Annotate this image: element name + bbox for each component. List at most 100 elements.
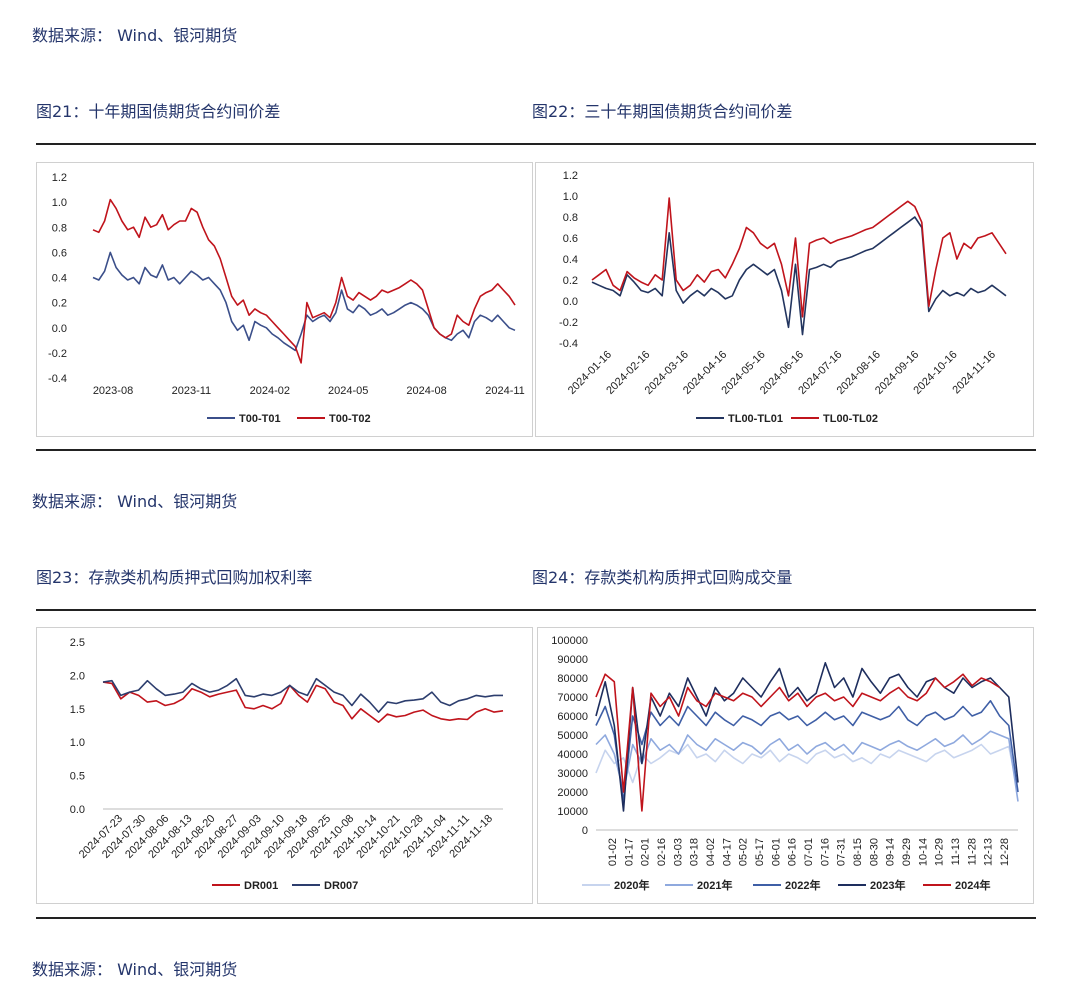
y-tick-label: 2.0 <box>70 670 85 682</box>
x-tick-label: 2024-08 <box>406 385 446 397</box>
y-tick-label: 0.0 <box>52 323 67 335</box>
series-line-2022年 <box>595 700 1019 803</box>
bottom-rule-1 <box>36 449 1036 451</box>
chart-24-svg: 1000009000080000700006000050000400003000… <box>551 635 1019 892</box>
legend-label: 2024年 <box>955 878 990 892</box>
figure-21-title: 图21：十年期国债期货合约间价差 <box>36 102 281 121</box>
y-tick-label: 0.2 <box>563 275 578 287</box>
x-tick-label: 2024-05 <box>328 385 368 397</box>
chart-panel-21: 1.2 1.0 0.8 0.6 0.4 0.2 0.0 -0.2 -0.4 2023-08 2023… <box>36 162 533 437</box>
x-tick-label: 11-13 <box>950 838 962 865</box>
y-tick-label: 1.2 <box>563 170 578 182</box>
x-tick-label: 02-16 <box>656 838 668 866</box>
legend-label: T00-T02 <box>329 413 371 425</box>
figure-23-title: 图23：存款类机构质押式回购加权利率 <box>36 568 313 587</box>
y-tick-label: 30000 <box>557 768 588 780</box>
x-tick-label: 01-17 <box>623 838 635 866</box>
legend-label: 2021年 <box>697 878 732 892</box>
x-tick-label: 06-16 <box>787 838 799 866</box>
y-tick-label: 0.6 <box>52 247 67 259</box>
legend-label: DR007 <box>324 880 358 892</box>
x-tick-label: 11-28 <box>966 838 978 865</box>
legend-label: 2023年 <box>870 878 905 892</box>
series-line-2021年 <box>595 730 1019 802</box>
y-tick-label: 1.2 <box>52 172 67 184</box>
series-line-TL00-TL01 <box>591 216 1007 336</box>
x-tick-label: 03-03 <box>672 838 684 866</box>
x-tick-label: 04-02 <box>705 838 717 866</box>
y-tick-label: 0.5 <box>70 771 85 783</box>
x-tick-label: 08-15 <box>852 838 864 866</box>
chart-panel-24: 100000 90000 80000 70000 60000 50000 40000 3000… <box>537 627 1034 904</box>
x-tick-label: 04-17 <box>721 838 733 866</box>
y-tick-label: -0.2 <box>48 348 67 360</box>
legend-label: TL00-TL01 <box>728 413 783 425</box>
y-tick-label: 100000 <box>551 635 588 647</box>
x-tick-label: 09-14 <box>885 838 897 866</box>
y-tick-label: 1.0 <box>563 191 578 203</box>
x-tick-label: 2023-11 <box>172 385 212 397</box>
chart-22-svg: 1.21.00.80.60.40.20.0-0.2-0.42024-01-162… <box>559 170 1007 425</box>
series-line-2024年 <box>595 673 1001 812</box>
figure-22-title: 图22：三十年期国债期货合约间价差 <box>532 102 793 121</box>
legend-label: T00-T01 <box>239 413 281 425</box>
x-tick-label: 10-14 <box>917 838 929 866</box>
y-tick-label: 70000 <box>557 692 588 704</box>
y-tick-label: 0.8 <box>563 212 578 224</box>
x-tick-label: 06-01 <box>770 838 782 866</box>
legend-label: 2022年 <box>785 878 820 892</box>
x-tick-label: 08-30 <box>868 838 880 866</box>
y-tick-label: 0.6 <box>563 233 578 245</box>
y-tick-label: 0.0 <box>70 804 85 816</box>
chart-panel-22: 1.2 1.0 0.8 0.6 0.4 0.2 0.0 -0.2 -0.4 2024-01-16 2… <box>535 162 1034 437</box>
x-tick-label: 07-01 <box>803 838 815 866</box>
y-tick-label: 0.8 <box>52 222 67 234</box>
series-line-TL00-TL02 <box>591 197 1007 318</box>
data-source-3: 数据来源： Wind、银河期货 <box>32 960 238 979</box>
y-tick-label: -0.4 <box>559 338 578 350</box>
y-tick-label: 40000 <box>557 749 588 761</box>
x-tick-label: 12-13 <box>983 838 995 866</box>
series-line-T00-T02 <box>92 198 516 364</box>
y-tick-label: 0.0 <box>563 296 578 308</box>
y-tick-label: 1.0 <box>70 737 85 749</box>
x-tick-label: 01-02 <box>607 838 619 866</box>
x-tick-label: 05-02 <box>738 838 750 866</box>
x-tick-label: 07-31 <box>836 838 848 866</box>
series-line-DR001 <box>102 681 504 723</box>
bottom-rule-2 <box>36 917 1036 919</box>
y-tick-label: 90000 <box>557 654 588 666</box>
y-tick-label: 10000 <box>557 806 588 818</box>
y-tick-label: 20000 <box>557 787 588 799</box>
top-rule-1 <box>36 143 1036 145</box>
x-tick-label: 02-01 <box>640 838 652 866</box>
chart-21-svg: 1.2 1.0 0.8 0.6 0.4 0.2 0.0 -0.2 -0.4 2023-08 2023… <box>48 172 525 425</box>
top-rule-2 <box>36 609 1036 611</box>
x-tick-label: 12-28 <box>999 838 1011 866</box>
y-tick-label: 0.4 <box>563 254 578 266</box>
y-tick-label: -0.2 <box>559 317 578 329</box>
y-tick-label: 2.5 <box>70 637 85 649</box>
y-tick-label: 0.4 <box>52 273 67 285</box>
y-tick-label: 80000 <box>557 673 588 685</box>
data-source-1: 数据来源： Wind、银河期货 <box>32 26 238 45</box>
series-line-2023年 <box>595 662 1019 812</box>
x-tick-label: 09-29 <box>901 838 913 866</box>
y-tick-label: 50000 <box>557 730 588 742</box>
figure-24-title: 图24：存款类机构质押式回购成交量 <box>532 568 793 587</box>
y-tick-label: 1.5 <box>70 704 85 716</box>
x-tick-label: 07-16 <box>819 838 831 866</box>
y-tick-label: 0.2 <box>52 298 67 310</box>
x-tick-label: 05-17 <box>754 838 766 866</box>
data-source-2: 数据来源： Wind、银河期货 <box>32 492 238 511</box>
legend-label: DR001 <box>244 880 278 892</box>
y-tick-label: 0 <box>582 825 588 837</box>
y-tick-label: -0.4 <box>48 373 67 385</box>
x-tick-label: 10-29 <box>934 838 946 866</box>
legend-label: TL00-TL02 <box>823 413 878 425</box>
legend-label: 2020年 <box>614 878 649 892</box>
chart-panel-23: 2.5 2.0 1.5 1.0 0.5 0.0 2024-07-23 2024-07-30 20… <box>36 627 533 904</box>
series-line-2020年 <box>595 743 1019 793</box>
x-tick-label: 2024-11 <box>485 385 525 397</box>
chart-23-svg: 2.52.01.51.00.50.02024-07-232024-07-3020… <box>70 637 504 892</box>
